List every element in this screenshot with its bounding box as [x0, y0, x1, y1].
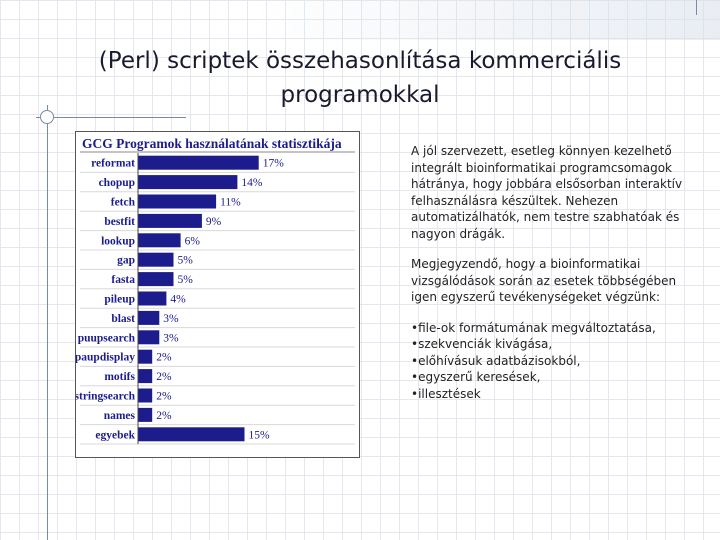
value-label: 3% [163, 332, 179, 344]
value-label: 9% [206, 216, 222, 228]
bar [138, 407, 153, 422]
bar [138, 349, 153, 364]
task-list-item: szekvenciák kivágása, [411, 336, 686, 353]
paragraph-note: Megjegyzendő, hogy a bioinformatikai viz… [411, 257, 677, 304]
header-shade [250, 0, 720, 40]
bar [138, 194, 217, 209]
value-label: 5% [178, 274, 194, 286]
chart-marks: reformat 17% chopup 14% fetch 11% bestfit 9% loo… [76, 151, 355, 445]
value-label: 6% [185, 235, 201, 247]
value-label: 15% [249, 429, 271, 441]
category-label: fasta [111, 274, 135, 286]
category-label: blast [111, 313, 135, 325]
task-list-item: file-ok formátumának megváltoztatása, [411, 320, 686, 337]
task-list: file-ok formátumának megváltoztatása, sz… [411, 320, 686, 403]
category-label: chopup [99, 177, 135, 189]
value-label: 2% [156, 371, 172, 383]
category-label: pileup [104, 294, 135, 306]
slide-title: (Perl) scriptek összehasonlítása kommerc… [40, 44, 680, 112]
value-label: 2% [156, 410, 172, 422]
bar [138, 233, 181, 248]
bar [138, 213, 202, 228]
category-label: gap [117, 255, 135, 267]
value-label: 17% [263, 158, 285, 170]
bar [138, 427, 245, 442]
value-label: 2% [156, 391, 172, 403]
bar [138, 155, 259, 170]
value-label: 11% [220, 197, 241, 209]
decorative-line-horizontal [36, 117, 186, 118]
value-label: 2% [156, 352, 172, 364]
chart-title: GCG Programok használatának statisztikáj… [82, 136, 342, 151]
task-list-item: egyszerű keresések, [411, 369, 686, 386]
bar [138, 330, 160, 345]
category-label: fetch [111, 197, 136, 209]
value-label: 5% [178, 255, 194, 267]
text-column: A jól szervezett, esetleg könnyen kezelh… [411, 143, 686, 402]
category-label: reformat [91, 158, 135, 170]
category-label: motifs [104, 371, 135, 383]
task-list-item: előhívásuk adatbázisokból, [411, 353, 686, 370]
category-label: puupsearch [78, 332, 136, 344]
bar [138, 175, 238, 190]
value-label: 3% [163, 313, 179, 325]
category-label: bestfit [104, 216, 135, 228]
bar [138, 272, 174, 287]
bar [138, 388, 153, 403]
bar [138, 310, 160, 325]
value-label: 14% [241, 177, 263, 189]
bar [138, 291, 167, 306]
paragraph-disadvantages: A jól szervezett, esetleg könnyen kezelh… [411, 144, 683, 241]
category-label: names [104, 410, 136, 422]
value-label: 4% [170, 294, 186, 306]
decorative-circle [40, 110, 54, 124]
slide-title-line2: programokkal [280, 82, 440, 108]
task-list-item: illesztések [411, 386, 686, 403]
bar [138, 369, 153, 384]
category-label: egyebek [95, 429, 135, 441]
bar [138, 252, 174, 267]
slide-title-line1: (Perl) scriptek összehasonlítása kommerc… [98, 48, 622, 74]
bar-chart: GCG Programok használatának statisztikáj… [76, 136, 355, 445]
category-label: stringsearch [76, 391, 136, 403]
category-label: paupdisplay [76, 352, 135, 364]
decorative-line-vertical [47, 105, 48, 540]
decorative-line-right [696, 0, 697, 15]
category-label: lookup [101, 235, 135, 247]
bar-chart-frame: GCG Programok használatának statisztikáj… [75, 131, 360, 458]
